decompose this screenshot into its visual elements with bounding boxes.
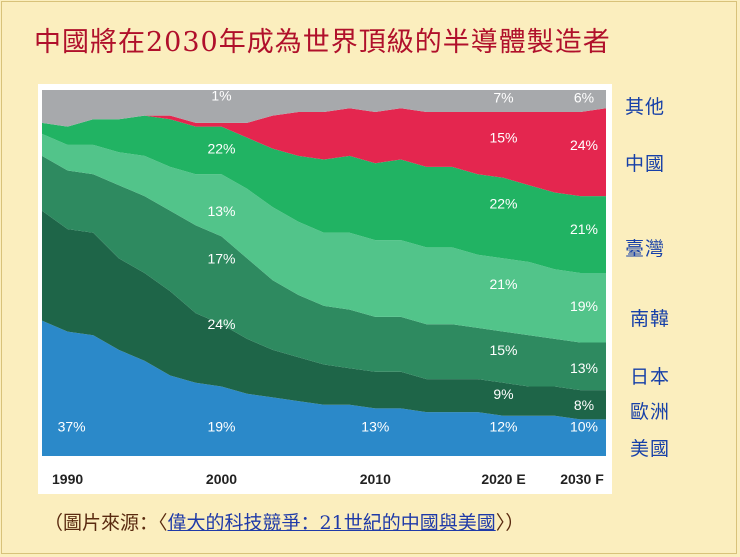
data-label-14: 6%: [574, 89, 594, 105]
x-tick-label-4: 2030 F: [560, 471, 604, 487]
legend-usa: 美國: [630, 438, 671, 460]
source-prefix: （圖片來源：〈: [44, 512, 168, 534]
data-label-17: 19%: [570, 298, 598, 314]
area-series-5: [42, 108, 606, 197]
legend-taiwan: 臺灣: [625, 238, 666, 260]
legend-china: 中國: [625, 153, 666, 175]
data-label-12: 9%: [493, 386, 513, 402]
data-label-6: 13%: [361, 419, 389, 435]
data-label-5: 19%: [207, 419, 235, 435]
area-series-3: [42, 133, 606, 343]
source-caption: （圖片來源：〈偉大的科技競爭：21世紀的中國與美國〉）: [44, 508, 524, 535]
area-series-4: [42, 115, 606, 273]
area-series-0: [42, 320, 606, 456]
legend-europe: 歐洲: [630, 401, 671, 423]
area-series-2: [42, 155, 606, 391]
x-tick-label-1: 2000: [206, 471, 237, 487]
data-label-20: 10%: [570, 419, 598, 435]
data-label-0: 1%: [211, 88, 231, 104]
data-label-7: 7%: [493, 89, 513, 105]
data-label-1: 22%: [207, 141, 235, 157]
data-label-3: 17%: [207, 250, 235, 266]
data-label-21: 37%: [58, 419, 86, 435]
data-label-13: 12%: [489, 419, 517, 435]
data-label-19: 8%: [574, 397, 594, 413]
source-link[interactable]: 偉大的科技競爭：21世紀的中國與美國: [167, 512, 496, 534]
data-label-2: 13%: [207, 203, 235, 219]
x-tick-label-3: 2020 E: [481, 471, 525, 487]
data-label-9: 22%: [489, 196, 517, 212]
stacked-area-chart: 1% 22% 13% 17% 24% 19% 13% 7% 15% 22% 21% 15% 9% 12% 6…: [42, 88, 606, 487]
source-suffix: 〉）: [495, 512, 525, 534]
legend-korea: 南韓: [630, 308, 671, 330]
legend-other: 其他: [625, 96, 666, 118]
chart-container: 1% 22% 13% 17% 24% 19% 13% 7% 15% 22% 21% 15% 9% 12% 6…: [38, 84, 612, 494]
x-tick-label-0: 1990: [52, 471, 83, 487]
data-label-15: 24%: [570, 137, 598, 153]
legend-japan: 日本: [630, 366, 671, 388]
slide-title: 中國將在2030年成為世界頂級的半導體製造者: [34, 27, 611, 58]
x-tick-label-2: 2010: [360, 471, 391, 487]
data-label-4: 24%: [207, 316, 235, 332]
data-label-18: 13%: [570, 360, 598, 376]
area-series-1: [42, 210, 606, 420]
data-label-8: 15%: [489, 130, 517, 146]
data-label-10: 21%: [489, 276, 517, 292]
area-series-6: [42, 90, 606, 127]
data-label-16: 21%: [570, 221, 598, 237]
data-label-11: 15%: [489, 342, 517, 358]
